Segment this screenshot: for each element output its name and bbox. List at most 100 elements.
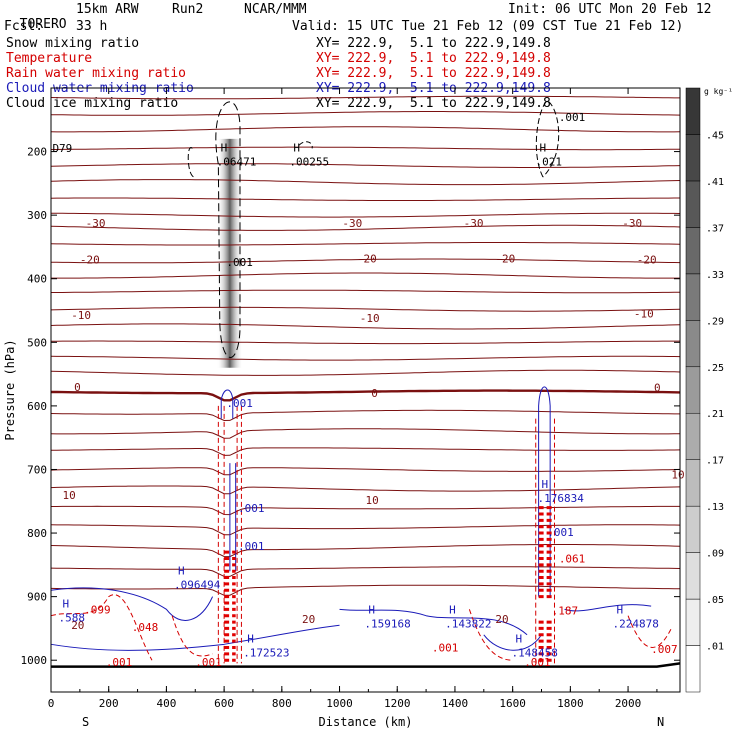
isotherm-line — [51, 447, 681, 456]
y-axis-label: Pressure (hPa) — [3, 339, 17, 440]
cloud-water-value-label: .096494 — [174, 578, 221, 591]
colorbar-segment — [685, 273, 701, 321]
rain-label: .001 — [195, 656, 222, 669]
field-xy: XY= 222.9, 5.1 to 222.9,149.8 — [316, 51, 551, 66]
cloud-water-label: H — [178, 564, 185, 577]
cloud-water-label: H — [368, 604, 375, 617]
isotherm-line — [50, 242, 681, 246]
temperature-label: -30 — [622, 217, 642, 230]
isotherm-line — [51, 272, 680, 279]
colorbar-segment — [685, 459, 701, 507]
isotherm-line — [50, 485, 681, 495]
colorbar-segment — [685, 180, 701, 228]
cloud-water-value-label: .588 — [59, 611, 86, 624]
snow-contour — [298, 141, 313, 149]
rain-label: .061 — [559, 552, 586, 565]
temperature-label: -20 — [357, 252, 377, 265]
cloud-water-value-label: .224878 — [613, 618, 659, 631]
isotherm-line — [50, 566, 681, 577]
x-tick-label: 600 — [214, 697, 234, 710]
colorbar-label: .05 — [706, 595, 724, 606]
cloud-water-contour — [50, 587, 652, 651]
colorbar-label: .17 — [706, 456, 724, 467]
snow-label: D79 — [52, 142, 72, 155]
valid-label: Valid: 15 UTC Tue 21 Feb 12 (09 CST Tue … — [292, 19, 684, 34]
isotherm-line — [51, 146, 681, 151]
colorbar-segment — [685, 505, 701, 553]
y-tick-label: 1000 — [21, 654, 48, 667]
rain-label: .007 — [651, 643, 678, 656]
y-tick-label: 300 — [27, 209, 47, 222]
temperature-label: -20 — [80, 254, 100, 267]
x-tick-label: 1600 — [499, 697, 526, 710]
isotherm-line — [51, 212, 681, 218]
colorbar-segment — [685, 366, 701, 414]
cloud-water-contour — [538, 386, 551, 597]
y-tick-label: 400 — [27, 273, 47, 286]
isotherm-line — [51, 505, 680, 516]
colorbar-label: .09 — [706, 549, 724, 560]
colorbar-segment — [685, 552, 701, 600]
y-tick-label: 200 — [27, 146, 47, 159]
snow-label: H — [539, 141, 546, 154]
colorbar-segment — [685, 412, 701, 460]
field-name: Cloud ice mixing ratio — [6, 96, 179, 111]
isotherm-line — [50, 584, 681, 596]
temperature-label: 20 — [302, 613, 315, 626]
temperature-label: -20 — [637, 254, 657, 267]
temperature-label: -30 — [342, 217, 362, 230]
temperature-label: 0 — [371, 387, 378, 400]
snow-label: H — [293, 141, 300, 154]
temperature-label: 0 — [654, 381, 661, 394]
x-tick-label: 400 — [156, 697, 176, 710]
y-tick-label: 800 — [27, 527, 47, 540]
snow-label: H — [221, 141, 228, 154]
snow-contour — [187, 147, 195, 178]
plot-frame — [50, 87, 681, 693]
isotherm-line — [50, 95, 680, 100]
field-xy: XY= 222.9, 5.1 to 222.9,149.8 — [316, 96, 551, 111]
temperature-label: -10 — [360, 312, 380, 325]
colorbar-segment — [685, 87, 701, 135]
temperature-label: 20 — [71, 619, 84, 632]
colorbar-label: .01 — [706, 642, 724, 653]
rain-label: .001 — [106, 656, 133, 669]
temperature-label: 0 — [74, 381, 81, 394]
x-tick-label: 1800 — [557, 697, 584, 710]
x-tick-label: 200 — [99, 697, 119, 710]
isotherm-line — [51, 389, 681, 402]
init-label: Init: 06 UTC Mon 20 Feb 12 — [508, 2, 712, 17]
snow-value-label: .06471 — [217, 155, 257, 168]
colorbar-label: .21 — [706, 409, 724, 420]
rain-label: .001 — [524, 656, 551, 669]
colorbar-label: .37 — [706, 223, 724, 234]
isotherm-line — [50, 126, 681, 133]
temperature-label: -30 — [86, 217, 106, 230]
snow-label: .001 — [559, 111, 586, 124]
south-label: S — [82, 715, 89, 729]
rain-label: .001 — [432, 641, 459, 654]
isotherm-line — [50, 323, 681, 330]
cloud-water-contour — [229, 463, 237, 572]
snow-contour — [215, 101, 241, 358]
isotherm-line — [50, 524, 681, 536]
header-line-1: TORERO — [4, 2, 67, 32]
x-axis-label: Distance (km) — [319, 715, 413, 729]
temperature-label: -10 — [634, 308, 654, 321]
rain-contour — [535, 418, 555, 664]
cloud-water-contour — [220, 389, 234, 419]
field-name: Snow mixing ratio — [6, 36, 140, 51]
isotherm-line — [50, 467, 681, 476]
cloud-water-label: H — [449, 604, 456, 617]
y-tick-label: 600 — [27, 400, 47, 413]
resolution-label: 15km ARW — [76, 2, 139, 17]
cloud-water-label: .001 — [238, 502, 265, 515]
isotherm-line — [50, 179, 681, 186]
rain-contour — [217, 405, 242, 664]
isotherm-line — [50, 258, 681, 264]
cloud-water-value-label: .159168 — [364, 618, 410, 631]
field-xy: XY= 222.9, 5.1 to 222.9,149.8 — [316, 66, 551, 81]
colorbar-label: .25 — [706, 363, 724, 374]
snow-contour — [535, 100, 560, 178]
